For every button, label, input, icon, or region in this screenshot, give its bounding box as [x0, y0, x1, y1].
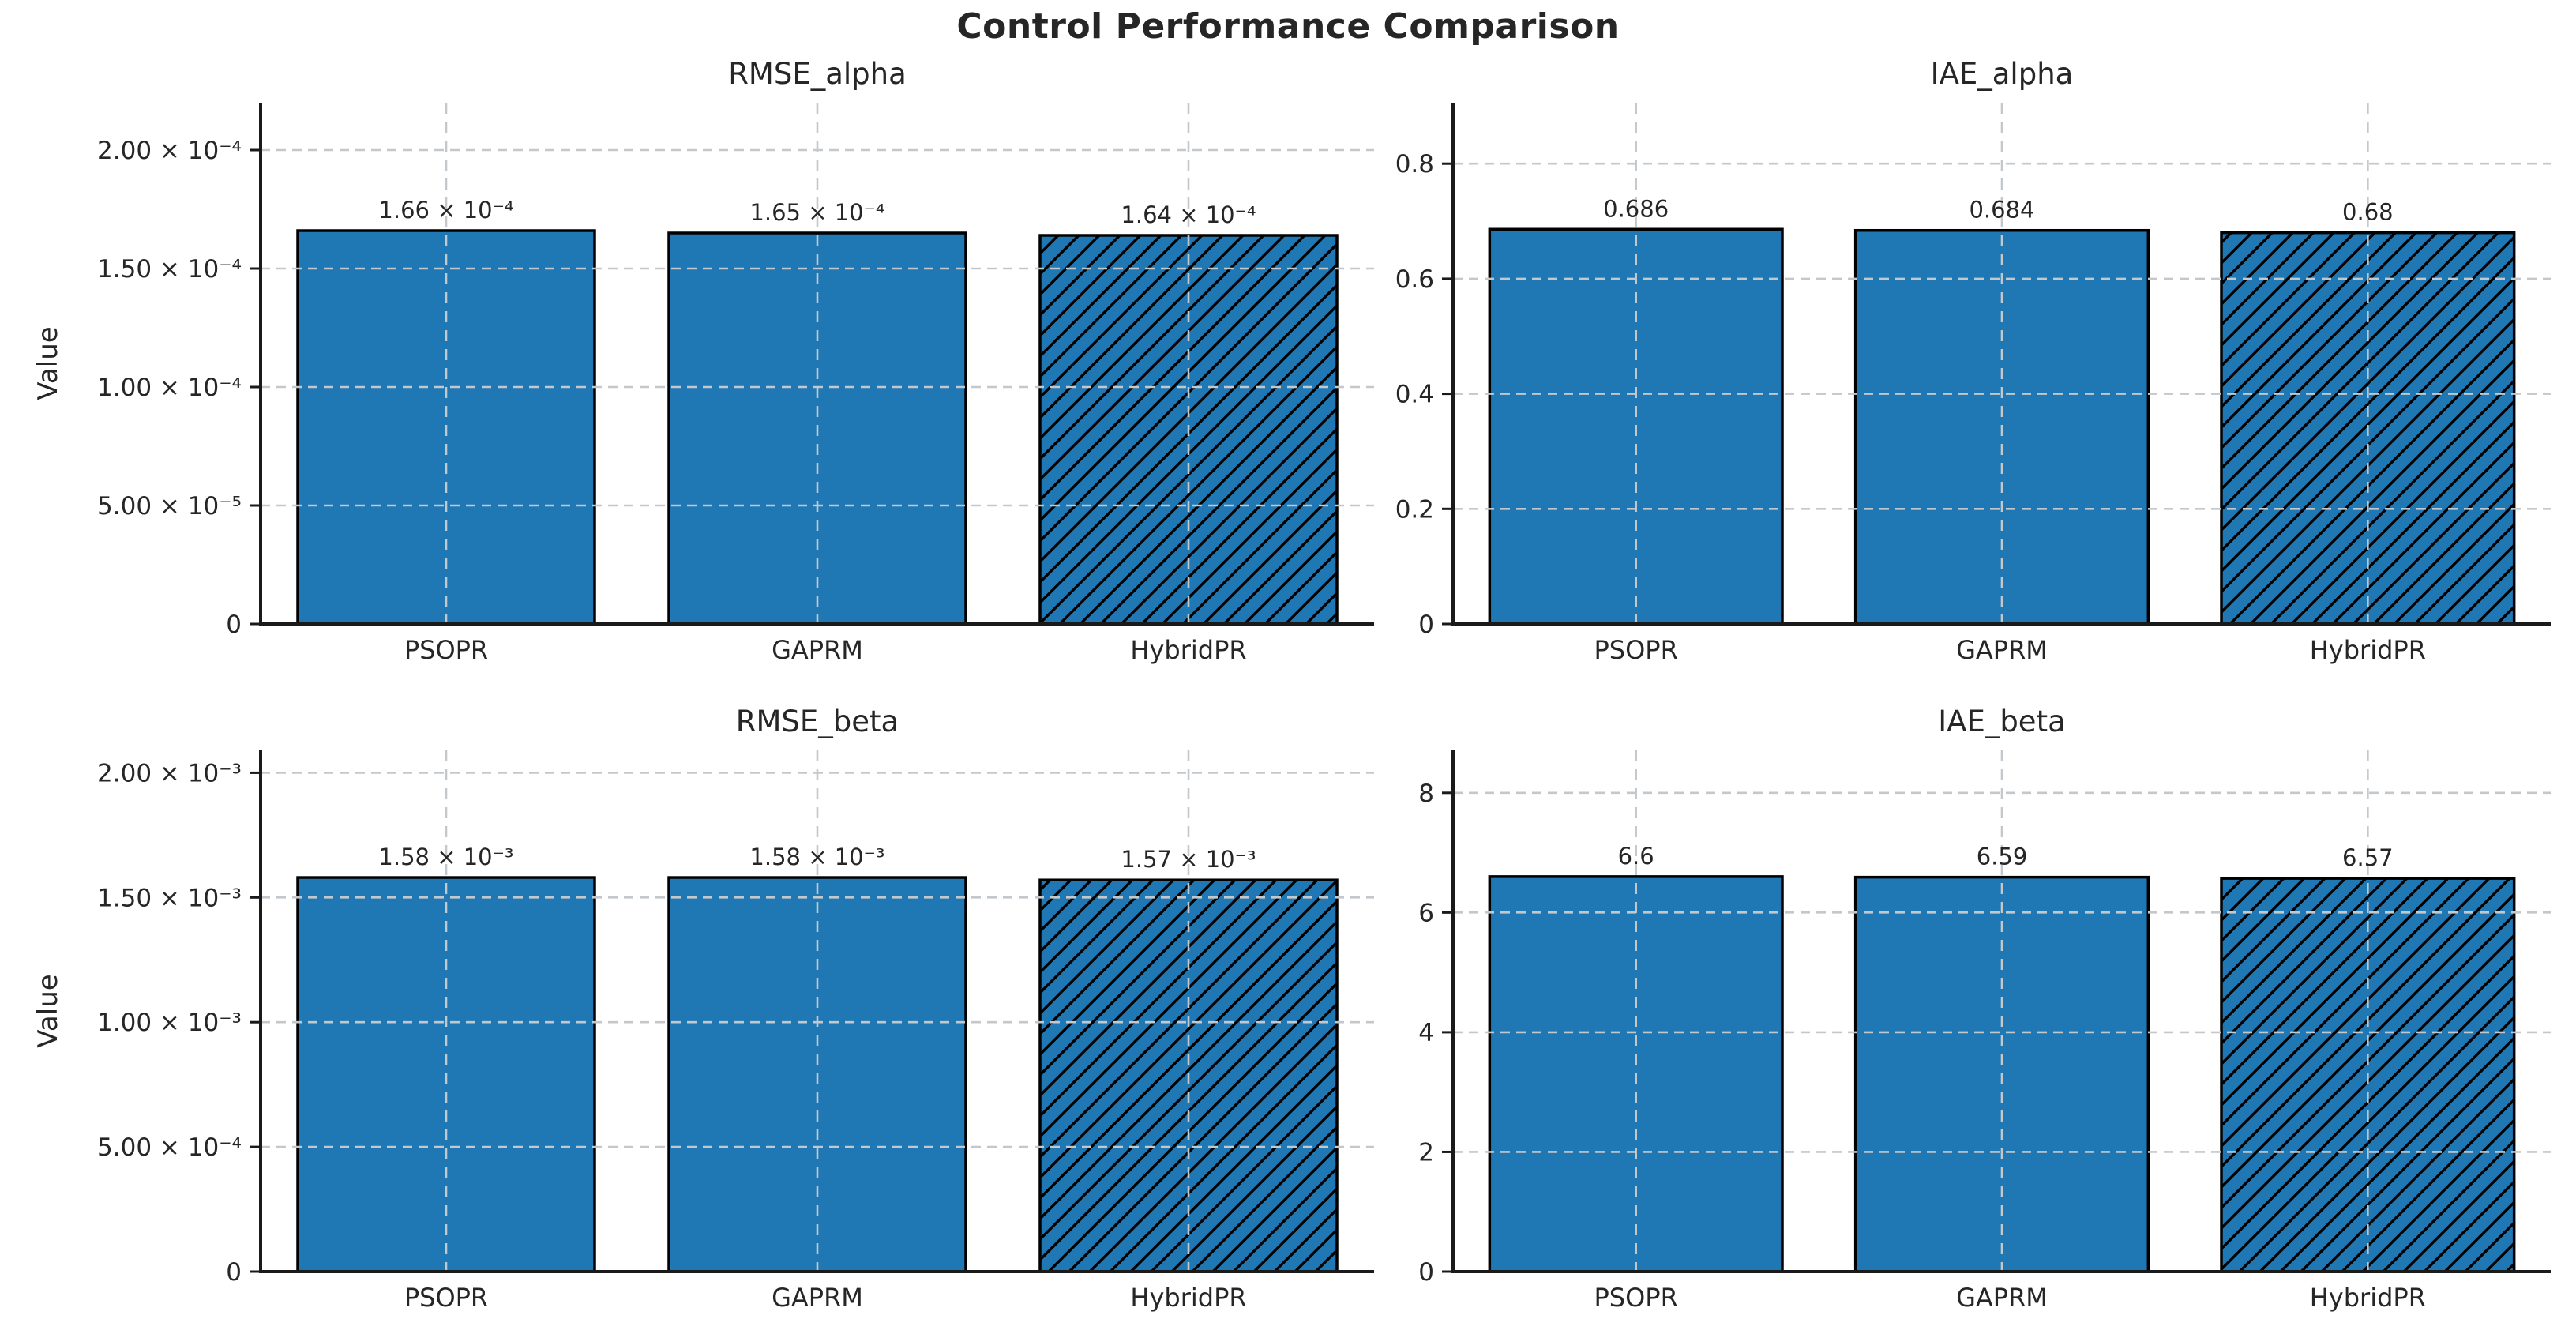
x-tick-label: PSOPR	[1594, 1283, 1678, 1313]
bar-value-label: 0.68	[2342, 199, 2394, 226]
y-tick-label: 1.50 × 10⁻⁴	[97, 255, 242, 284]
y-tick-label: 8	[1418, 780, 1434, 808]
y-tick-label: 0.4	[1395, 381, 1434, 409]
subplot-title: RMSE_beta	[736, 705, 899, 738]
x-tick-label: GAPRM	[1956, 1283, 2048, 1313]
y-tick-label: 2.00 × 10⁻³	[97, 759, 242, 787]
y-tick-label: 5.00 × 10⁻⁵	[97, 492, 242, 520]
bar-value-label: 0.686	[1603, 195, 1669, 222]
y-tick-label: 0	[1418, 1258, 1434, 1287]
x-tick-label: HybridPR	[1130, 635, 1246, 665]
bar-value-label: 0.684	[1969, 197, 2034, 224]
figure-title: Control Performance Comparison	[956, 6, 1620, 47]
y-axis-label: Value	[32, 326, 64, 400]
x-tick-label: PSOPR	[404, 1283, 488, 1313]
x-tick-label: PSOPR	[404, 635, 488, 665]
subplot-title: IAE_beta	[1938, 705, 2066, 738]
bar-value-label: 1.58 × 10⁻³	[749, 844, 884, 870]
x-tick-label: HybridPR	[2310, 1283, 2426, 1313]
y-tick-label: 0	[226, 611, 242, 639]
y-tick-label: 1.00 × 10⁻⁴	[97, 374, 242, 402]
y-tick-label: 0.2	[1395, 495, 1434, 524]
y-tick-label: 0	[1418, 611, 1434, 639]
x-tick-label: GAPRM	[1956, 635, 2048, 665]
y-tick-label: 4	[1418, 1019, 1434, 1047]
bar-value-label: 6.6	[1618, 843, 1654, 870]
x-tick-label: GAPRM	[772, 635, 863, 665]
bar-value-label: 1.58 × 10⁻³	[378, 844, 513, 870]
bar-value-label: 1.65 × 10⁻⁴	[749, 199, 884, 226]
x-tick-label: HybridPR	[2310, 635, 2426, 665]
x-tick-label: HybridPR	[1130, 1283, 1246, 1313]
y-tick-label: 0	[226, 1258, 242, 1287]
y-tick-label: 0.8	[1395, 150, 1434, 178]
y-tick-label: 5.00 × 10⁻⁴	[97, 1133, 242, 1162]
y-tick-label: 0.6	[1395, 265, 1434, 294]
bar-value-label: 1.57 × 10⁻³	[1121, 846, 1256, 873]
y-tick-label: 2	[1418, 1138, 1434, 1167]
subplot-rmse_alpha: 0 5.00 × 10⁻⁵ 1.00 × 10⁻⁴ 1.50 × 10⁻⁴ 2.00 ×…	[32, 57, 1374, 665]
y-tick-label: 1.00 × 10⁻³	[97, 1009, 242, 1037]
bar-value-label: 1.66 × 10⁻⁴	[378, 197, 513, 224]
y-axis-label: Value	[32, 974, 64, 1047]
subplot-iae_beta: 0 2 4 6 8 PSOPR GAPRM HybridPR 6.6 6.59 6.57 IAE_be…	[1418, 705, 2551, 1313]
y-tick-label: 1.50 × 10⁻³	[97, 884, 242, 912]
bar-value-label: 6.57	[2342, 844, 2394, 871]
subplot-iae_alpha: 0 0.2 0.4 0.6 0.8 PSOPR GAPRM HybridPR 0.686 0.68…	[1395, 57, 2551, 665]
subplot-title: RMSE_alpha	[728, 57, 907, 91]
subplot-title: IAE_alpha	[1931, 57, 2074, 91]
x-tick-label: GAPRM	[772, 1283, 863, 1313]
x-tick-label: PSOPR	[1594, 635, 1678, 665]
y-tick-label: 6	[1418, 899, 1434, 927]
bar-value-label: 6.59	[1977, 844, 2028, 870]
subplot-rmse_beta: 0 5.00 × 10⁻⁴ 1.00 × 10⁻³ 1.50 × 10⁻³ 2.00 ×…	[32, 705, 1374, 1313]
bar-value-label: 1.64 × 10⁻⁴	[1121, 201, 1256, 228]
y-tick-label: 2.00 × 10⁻⁴	[97, 137, 242, 165]
